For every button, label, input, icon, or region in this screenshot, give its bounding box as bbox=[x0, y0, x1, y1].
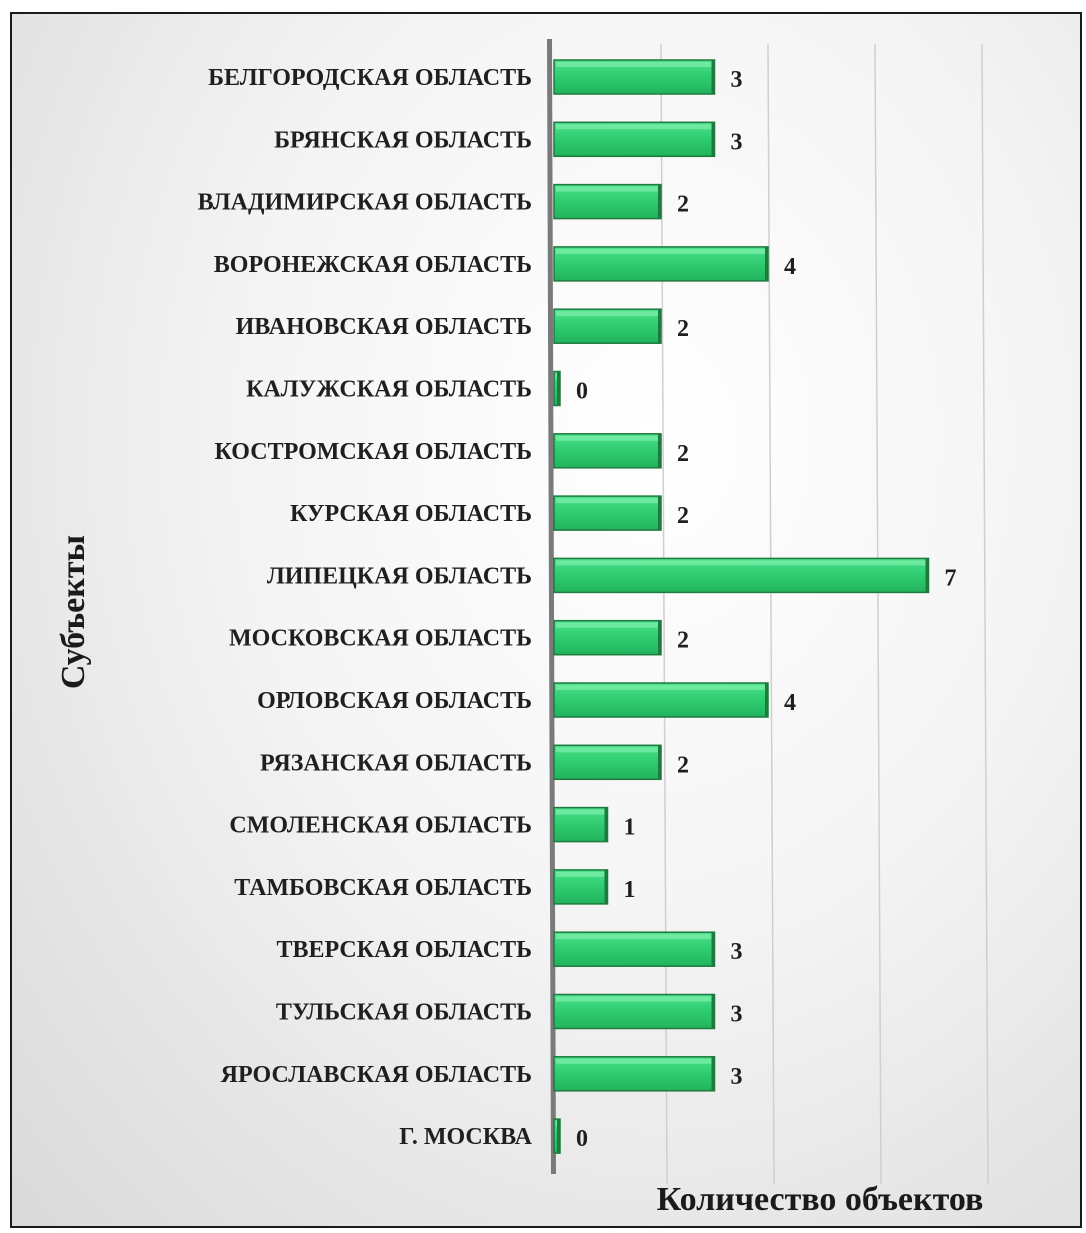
bar-edge bbox=[658, 433, 661, 468]
bar-highlight bbox=[556, 747, 659, 753]
value-label: 7 bbox=[945, 565, 957, 591]
value-label: 4 bbox=[784, 254, 796, 280]
bar-edge bbox=[711, 994, 715, 1029]
category-label: ТАМБОВСКАЯ ОБЛАСТЬ bbox=[234, 875, 532, 901]
category-label: ОРЛОВСКАЯ ОБЛАСТЬ bbox=[257, 688, 532, 714]
bar-edge bbox=[925, 558, 929, 593]
bar-highlight bbox=[556, 62, 713, 67]
category-label: ЛИПЕЦКАЯ ОБЛАСТЬ bbox=[267, 563, 532, 589]
category-label: ВЛАДИМИРСКАЯ ОБЛАСТЬ bbox=[198, 190, 532, 216]
bar-highlight bbox=[556, 311, 659, 317]
category-label: БРЯНСКАЯ ОБЛАСТЬ bbox=[274, 127, 532, 153]
value-label: 4 bbox=[784, 690, 796, 716]
bar-highlight bbox=[556, 498, 659, 504]
bar-edge bbox=[658, 184, 661, 219]
value-label: 0 bbox=[576, 379, 588, 405]
value-label: 3 bbox=[731, 67, 743, 93]
bar-edge bbox=[658, 745, 661, 780]
category-label: КУРСКАЯ ОБЛАСТЬ bbox=[290, 501, 532, 527]
bar-highlight bbox=[556, 186, 659, 192]
bar-highlight bbox=[556, 560, 927, 566]
bar-highlight bbox=[556, 996, 713, 1002]
bar-highlight bbox=[556, 685, 766, 690]
bar-edge bbox=[711, 122, 715, 157]
bar-highlight bbox=[556, 622, 659, 628]
bar-edge bbox=[711, 932, 715, 967]
bar-highlight bbox=[556, 248, 766, 254]
value-label: 3 bbox=[731, 1064, 743, 1090]
value-label: 2 bbox=[677, 628, 689, 654]
category-label: ТВЕРСКАЯ ОБЛАСТЬ bbox=[276, 937, 532, 963]
category-label: ВОРОНЕЖСКАЯ ОБЛАСТЬ bbox=[214, 252, 532, 278]
value-label: 1 bbox=[624, 877, 636, 903]
bar-chart: БЕЛГОРОДСКАЯ ОБЛАСТЬ 3 БРЯНСКАЯ ОБЛАСТЬ 3 ВЛ… bbox=[55, 39, 989, 1218]
value-label: 2 bbox=[677, 441, 689, 467]
bar-highlight bbox=[556, 809, 606, 815]
category-label: РЯЗАНСКАЯ ОБЛАСТЬ bbox=[260, 750, 532, 776]
bar-edge bbox=[711, 1056, 715, 1091]
value-label: 2 bbox=[677, 503, 689, 529]
bar-highlight bbox=[556, 871, 606, 877]
bar-edge bbox=[658, 496, 661, 531]
value-label: 3 bbox=[731, 129, 743, 155]
bar-edge bbox=[604, 869, 608, 904]
x-axis-title: Количество объектов bbox=[657, 1181, 984, 1218]
bar-edge bbox=[765, 246, 768, 281]
category-label: Г. МОСКВА bbox=[399, 1124, 532, 1150]
y-axis-title: Субъекты bbox=[55, 535, 92, 689]
category-label: ЯРОСЛАВСКАЯ ОБЛАСТЬ bbox=[221, 1062, 532, 1088]
bar-edge bbox=[765, 683, 768, 717]
gridline bbox=[767, 43, 775, 1185]
value-label: 2 bbox=[677, 316, 689, 342]
category-label: ТУЛЬСКАЯ ОБЛАСТЬ bbox=[276, 1000, 532, 1026]
value-label: 2 bbox=[677, 192, 689, 218]
bar-edge bbox=[658, 309, 661, 344]
category-label: ИВАНОВСКАЯ ОБЛАСТЬ bbox=[236, 314, 532, 340]
bar-highlight bbox=[556, 934, 713, 940]
bar-edge bbox=[604, 807, 608, 842]
gridlines bbox=[660, 43, 989, 1185]
category-label: МОСКОВСКАЯ ОБЛАСТЬ bbox=[229, 626, 532, 652]
category-label: СМОЛЕНСКАЯ ОБЛАСТЬ bbox=[229, 813, 532, 839]
bar-highlight bbox=[556, 1058, 713, 1064]
bar-edge bbox=[557, 371, 560, 406]
bar-edge bbox=[711, 60, 715, 94]
gridline bbox=[874, 43, 882, 1185]
value-label: 1 bbox=[624, 815, 636, 841]
category-label: КОСТРОМСКАЯ ОБЛАСТЬ bbox=[214, 439, 532, 465]
value-label: 2 bbox=[677, 752, 689, 778]
bar-highlight bbox=[556, 124, 713, 130]
labels: БЕЛГОРОДСКАЯ ОБЛАСТЬ 3 БРЯНСКАЯ ОБЛАСТЬ 3 ВЛ… bbox=[198, 65, 957, 1152]
category-label: КАЛУЖСКАЯ ОБЛАСТЬ bbox=[246, 377, 532, 403]
value-label: 0 bbox=[576, 1126, 588, 1152]
category-label: БЕЛГОРОДСКАЯ ОБЛАСТЬ bbox=[208, 65, 532, 91]
chart-frame: БЕЛГОРОДСКАЯ ОБЛАСТЬ 3 БРЯНСКАЯ ОБЛАСТЬ 3 ВЛ… bbox=[10, 12, 1082, 1228]
value-label: 3 bbox=[731, 1002, 743, 1028]
bars bbox=[553, 59, 930, 1154]
value-label: 3 bbox=[731, 939, 743, 965]
bar-edge bbox=[658, 620, 661, 655]
gridline bbox=[981, 43, 989, 1185]
bar-highlight bbox=[556, 435, 659, 441]
bar-edge bbox=[557, 1119, 560, 1154]
